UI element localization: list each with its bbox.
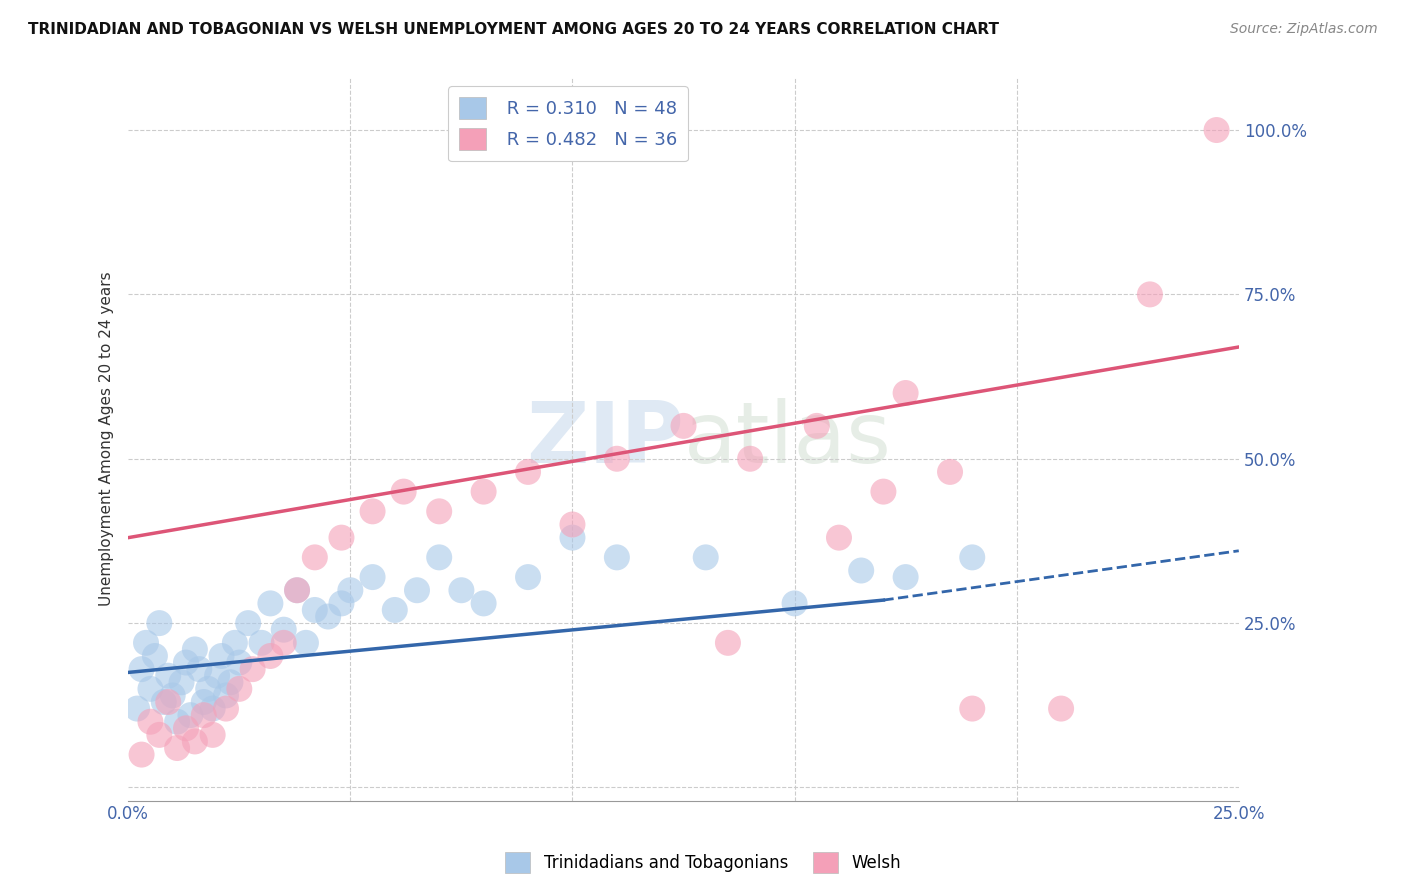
- Point: [361, 504, 384, 518]
- Point: [316, 609, 339, 624]
- Point: [828, 531, 851, 545]
- Point: [894, 386, 917, 401]
- Point: [148, 616, 170, 631]
- Point: [717, 636, 740, 650]
- Point: [224, 636, 246, 650]
- Point: [851, 564, 873, 578]
- Point: [184, 734, 207, 748]
- Legend: Trinidadians and Tobagonians, Welsh: Trinidadians and Tobagonians, Welsh: [499, 846, 907, 880]
- Point: [259, 648, 281, 663]
- Point: [179, 708, 201, 723]
- Point: [339, 583, 361, 598]
- Point: [174, 721, 197, 735]
- Point: [157, 695, 180, 709]
- Point: [427, 504, 450, 518]
- Point: [174, 656, 197, 670]
- Text: atlas: atlas: [683, 398, 891, 481]
- Point: [211, 648, 233, 663]
- Point: [392, 484, 415, 499]
- Point: [228, 656, 250, 670]
- Point: [193, 708, 215, 723]
- Point: [273, 623, 295, 637]
- Point: [304, 603, 326, 617]
- Point: [193, 695, 215, 709]
- Point: [939, 465, 962, 479]
- Point: [872, 484, 894, 499]
- Point: [361, 570, 384, 584]
- Y-axis label: Unemployment Among Ages 20 to 24 years: Unemployment Among Ages 20 to 24 years: [100, 272, 114, 607]
- Point: [962, 550, 984, 565]
- Point: [783, 596, 806, 610]
- Point: [238, 616, 260, 631]
- Point: [201, 701, 224, 715]
- Text: TRINIDADIAN AND TOBAGONIAN VS WELSH UNEMPLOYMENT AMONG AGES 20 TO 24 YEARS CORRE: TRINIDADIAN AND TOBAGONIAN VS WELSH UNEM…: [28, 22, 1000, 37]
- Point: [304, 550, 326, 565]
- Point: [215, 701, 238, 715]
- Point: [166, 741, 188, 756]
- Point: [127, 701, 149, 715]
- Point: [201, 728, 224, 742]
- Point: [695, 550, 717, 565]
- Point: [273, 636, 295, 650]
- Point: [162, 689, 184, 703]
- Point: [406, 583, 429, 598]
- Point: [561, 531, 583, 545]
- Point: [197, 681, 219, 696]
- Point: [170, 675, 193, 690]
- Point: [139, 714, 162, 729]
- Point: [295, 636, 318, 650]
- Point: [184, 642, 207, 657]
- Point: [205, 669, 228, 683]
- Point: [131, 662, 153, 676]
- Point: [242, 662, 264, 676]
- Point: [561, 517, 583, 532]
- Point: [166, 714, 188, 729]
- Point: [472, 596, 495, 610]
- Point: [450, 583, 472, 598]
- Point: [152, 695, 174, 709]
- Point: [330, 531, 353, 545]
- Point: [517, 570, 540, 584]
- Point: [606, 451, 628, 466]
- Point: [219, 675, 242, 690]
- Point: [259, 596, 281, 610]
- Point: [894, 570, 917, 584]
- Point: [472, 484, 495, 499]
- Point: [148, 728, 170, 742]
- Point: [250, 636, 273, 650]
- Point: [285, 583, 308, 598]
- Legend:  R = 0.310   N = 48,  R = 0.482   N = 36: R = 0.310 N = 48, R = 0.482 N = 36: [449, 87, 688, 161]
- Point: [157, 669, 180, 683]
- Point: [188, 662, 211, 676]
- Point: [1050, 701, 1073, 715]
- Point: [1205, 123, 1227, 137]
- Point: [131, 747, 153, 762]
- Point: [384, 603, 406, 617]
- Point: [806, 418, 828, 433]
- Text: ZIP: ZIP: [526, 398, 683, 481]
- Point: [606, 550, 628, 565]
- Point: [740, 451, 762, 466]
- Point: [962, 701, 984, 715]
- Point: [215, 689, 238, 703]
- Point: [285, 583, 308, 598]
- Point: [1139, 287, 1161, 301]
- Point: [517, 465, 540, 479]
- Point: [143, 648, 166, 663]
- Point: [139, 681, 162, 696]
- Point: [672, 418, 695, 433]
- Text: Source: ZipAtlas.com: Source: ZipAtlas.com: [1230, 22, 1378, 37]
- Point: [330, 596, 353, 610]
- Point: [427, 550, 450, 565]
- Point: [228, 681, 250, 696]
- Point: [135, 636, 157, 650]
